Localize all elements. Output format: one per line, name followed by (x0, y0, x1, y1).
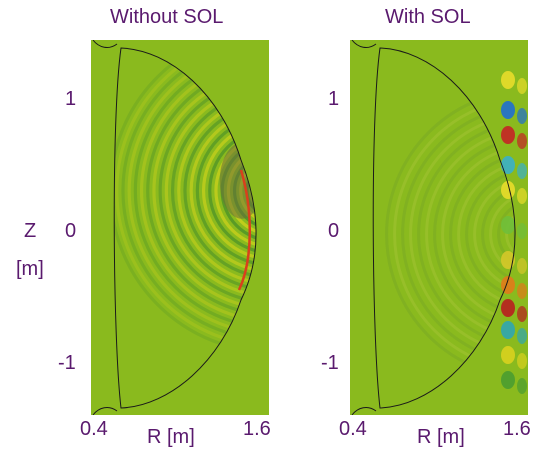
wave-front (433, 136, 516, 332)
left-ytick-1: 1 (65, 88, 77, 110)
wave-front (189, 108, 257, 273)
wave-front (208, 127, 257, 255)
sol-wave-blob (501, 371, 515, 389)
wave-front (449, 152, 516, 316)
wave-front (177, 96, 257, 286)
right-xtick-max: 1.6 (503, 418, 531, 440)
right-panel-title: With SOL (385, 6, 471, 28)
sol-wave-blob (517, 306, 527, 322)
separatrix-boundary (113, 47, 257, 409)
wave-front (385, 88, 516, 380)
left-xtick-min: 0.4 (80, 418, 108, 440)
wave-front (152, 71, 257, 311)
wave-front (133, 52, 257, 329)
left-xlabel: R [m] (147, 426, 195, 448)
wave-front (146, 65, 257, 317)
wave-front (497, 200, 516, 268)
right-heatmap-panel (350, 40, 528, 415)
wave-front (127, 48, 257, 335)
sol-wave-blob (517, 223, 527, 239)
divertor-leg-bottom (351, 407, 377, 415)
edge-wave-stripe (237, 169, 251, 291)
wave-front (164, 83, 257, 298)
separatrix-boundary (372, 47, 516, 409)
divertor-leg-top (351, 40, 377, 48)
wave-front (170, 89, 257, 292)
sol-wave-blob (517, 353, 527, 369)
sol-wave-blob (517, 258, 527, 274)
sol-wave-blob (517, 133, 527, 149)
wave-front (489, 192, 516, 276)
wave-front (441, 144, 516, 324)
sol-wave-blob (501, 346, 515, 364)
wave-front (473, 176, 516, 292)
wave-front (214, 133, 257, 249)
right-ytick-0: 0 (328, 220, 340, 242)
wave-front (425, 128, 516, 340)
wave-front (457, 160, 516, 308)
wave-front (505, 208, 516, 260)
wave-front (201, 120, 257, 261)
wave-front (115, 48, 257, 348)
wave-front (417, 120, 516, 348)
sol-wave-blob (517, 188, 527, 204)
sol-wave-blob (517, 283, 527, 299)
right-xlabel: R [m] (417, 426, 465, 448)
sol-wave-blob (517, 108, 527, 124)
left-ytick-m1: -1 (58, 352, 76, 374)
wave-front (409, 112, 516, 356)
left-ytick-0: 0 (65, 220, 77, 242)
faint-wave-fronts (385, 88, 516, 380)
wave-front (121, 48, 257, 342)
sol-wave-blob (501, 126, 515, 144)
divertor-leg-top (92, 40, 118, 48)
sol-wave-blob (501, 101, 515, 119)
wave-front (158, 77, 257, 304)
wave-front (481, 184, 516, 284)
right-ytick-1: 1 (328, 88, 340, 110)
sol-wave-blob (501, 156, 515, 174)
sol-wave-blob (517, 378, 527, 394)
wave-front (401, 104, 516, 364)
sol-wave-blob (501, 321, 515, 339)
sol-wave-blob (517, 163, 527, 179)
wave-front (195, 114, 257, 267)
sol-wave-blob (501, 216, 515, 234)
sol-wave-blob (501, 251, 515, 269)
sol-wave-blob (517, 78, 527, 94)
sol-wave-blob (501, 299, 515, 317)
left-heatmap-panel (91, 40, 269, 415)
sol-wave-blob (501, 181, 515, 199)
left-xtick-max: 1.6 (243, 418, 271, 440)
wave-front (465, 168, 516, 300)
sol-wave-blob (517, 328, 527, 344)
wave-front (139, 58, 257, 323)
divertor-leg-bottom (92, 407, 118, 415)
right-ytick-m1: -1 (321, 352, 339, 374)
left-ylabel-z: Z (24, 220, 37, 242)
wave-front (393, 96, 516, 372)
sol-wave-blob (501, 71, 515, 89)
left-ylabel-unit: [m] (16, 258, 44, 280)
wave-front (183, 102, 257, 280)
left-panel-title: Without SOL (110, 6, 224, 28)
right-xtick-min: 0.4 (339, 418, 367, 440)
wave-fronts (114, 48, 257, 354)
sol-wave-pattern (501, 71, 527, 394)
